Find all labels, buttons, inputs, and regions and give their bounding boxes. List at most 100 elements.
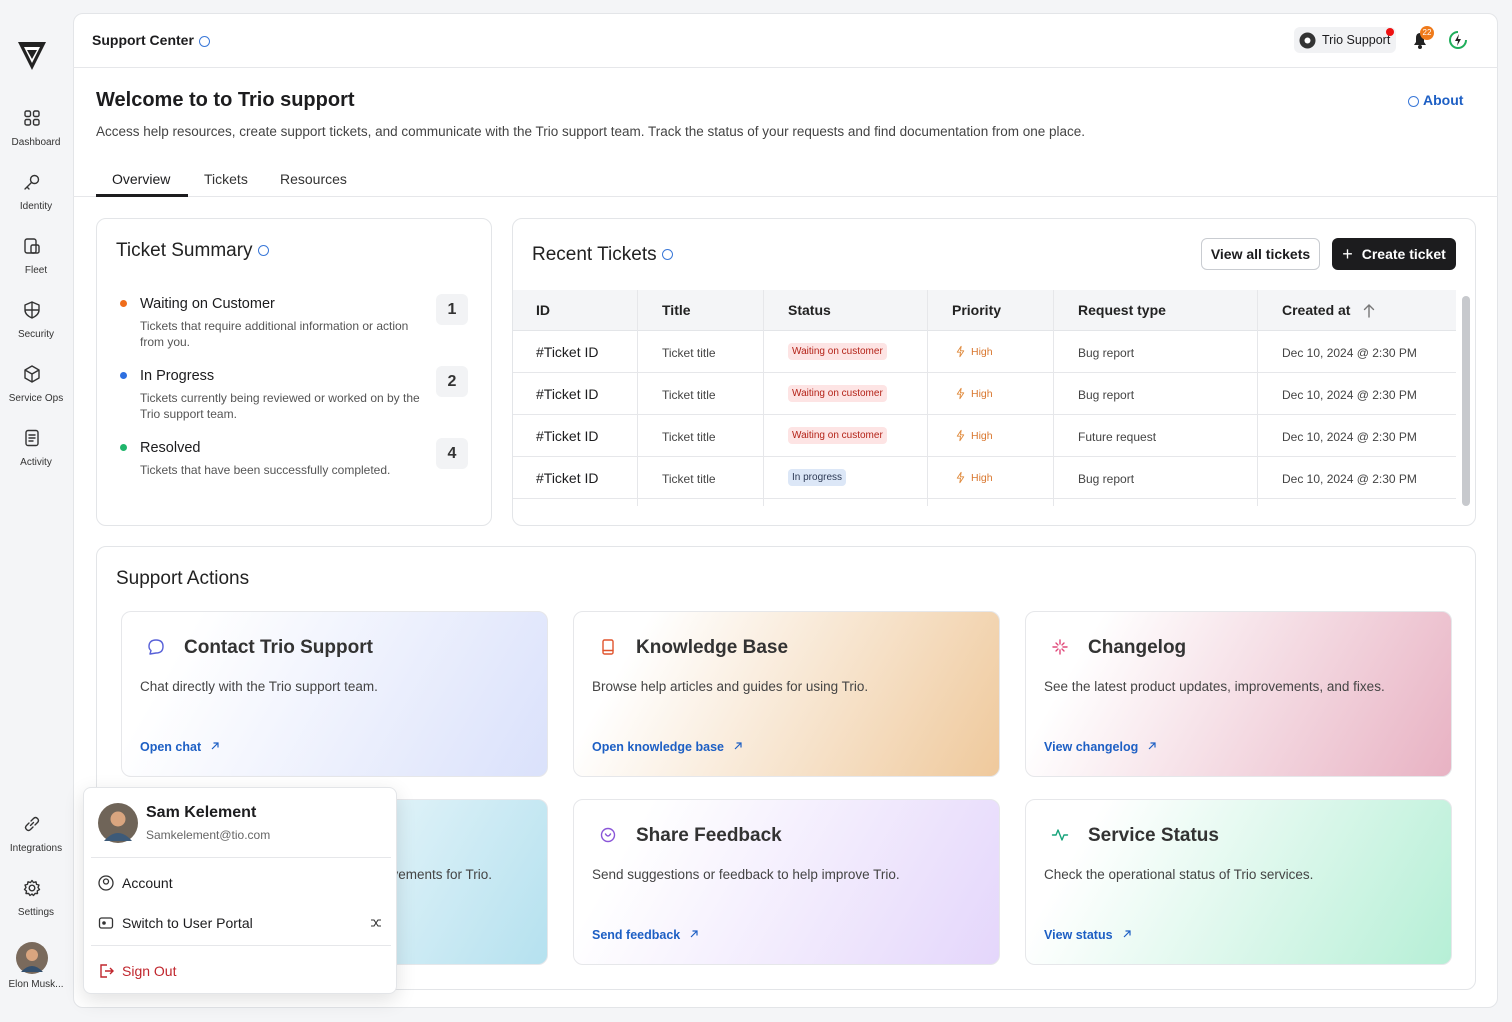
user-menu: Sam Kelement Samkelement@tio.com Account… xyxy=(83,787,397,994)
create-ticket-button[interactable]: + Create ticket xyxy=(1332,238,1456,270)
divider xyxy=(73,196,1498,197)
tab[interactable]: Resources xyxy=(280,171,347,187)
card-description: Chat directly with the Trio support team… xyxy=(140,679,378,694)
tickets-title: Recent Tickets xyxy=(532,244,673,266)
card-icon xyxy=(592,819,624,851)
action-card[interactable]: Knowledge Base Browse help articles and g… xyxy=(573,611,1000,777)
ticket-title: Ticket title xyxy=(662,388,716,402)
nav-icon xyxy=(22,878,42,903)
column-header[interactable]: Request type xyxy=(1078,302,1166,318)
activity-icon[interactable] xyxy=(1448,30,1468,50)
about-link[interactable]: About xyxy=(1408,92,1463,108)
avatar[interactable] xyxy=(16,942,48,974)
card-description: Check the operational status of Trio ser… xyxy=(1044,867,1314,882)
summary-label: Waiting on Customer xyxy=(140,296,275,312)
column-header[interactable]: Title xyxy=(662,302,691,318)
created-at: Dec 10, 2024 @ 2:30 PM xyxy=(1282,346,1417,360)
nav-icon xyxy=(22,814,42,839)
status-dot xyxy=(1386,28,1394,36)
card-link[interactable]: View changelog xyxy=(1044,740,1157,754)
info-icon[interactable] xyxy=(198,35,210,47)
status-dot xyxy=(120,444,127,451)
priority-icon xyxy=(954,429,967,445)
org-name: Trio Support xyxy=(1322,33,1391,47)
ticket-title: Ticket title xyxy=(662,430,716,444)
priority: High xyxy=(971,346,993,358)
menu-item[interactable]: Switch to User Portal xyxy=(122,915,253,931)
nav-icon xyxy=(22,428,42,453)
shuffle-icon xyxy=(371,919,381,927)
nav-item[interactable]: Service Ops xyxy=(8,393,64,404)
scrollbar[interactable] xyxy=(1462,296,1470,506)
org-icon xyxy=(1299,32,1316,49)
header-title: Support Center xyxy=(92,32,210,48)
card-link[interactable]: Open knowledge base xyxy=(592,740,743,754)
created-at: Dec 10, 2024 @ 2:30 PM xyxy=(1282,388,1417,402)
column-header[interactable]: Status xyxy=(788,302,831,318)
card-link-text: Send feedback xyxy=(592,928,681,942)
card-link[interactable]: Open chat xyxy=(140,740,220,754)
request-type: Future request xyxy=(1078,430,1157,444)
nav-item[interactable]: Fleet xyxy=(24,265,48,276)
org-switcher[interactable]: Trio Support xyxy=(1294,27,1396,53)
divider xyxy=(91,945,391,946)
ticket-id[interactable]: #Ticket ID xyxy=(536,428,599,444)
summary-description: Tickets that have been successfully comp… xyxy=(140,463,391,477)
card-title: Share Feedback xyxy=(636,825,782,846)
card-title: Service Status xyxy=(1088,825,1219,846)
view-all-button[interactable]: View all tickets xyxy=(1201,238,1320,270)
nav-item[interactable]: Settings xyxy=(17,907,55,918)
summary-count: 4 xyxy=(436,438,468,469)
nav-item[interactable]: Security xyxy=(17,329,55,340)
tab[interactable]: Tickets xyxy=(204,171,248,187)
summary-title: Ticket Summary xyxy=(116,240,269,262)
action-card[interactable]: Contact Trio Support Chat directly with t… xyxy=(121,611,548,777)
sign-out-icon xyxy=(100,964,114,978)
action-card[interactable]: Share Feedback Send suggestions or feedba… xyxy=(573,799,1000,965)
column-header[interactable]: Priority xyxy=(952,302,1002,318)
card-link-text: View status xyxy=(1044,928,1113,942)
menu-item[interactable]: Account xyxy=(122,875,173,891)
priority: High xyxy=(971,388,993,400)
table-header xyxy=(513,290,1456,331)
row-divider xyxy=(513,498,1456,499)
action-card[interactable]: Service Status Check the operational stat… xyxy=(1025,799,1452,965)
card-link-text: Open knowledge base xyxy=(592,740,724,754)
account-icon xyxy=(98,875,114,891)
card-link[interactable]: View status xyxy=(1044,928,1132,942)
column-divider xyxy=(1053,290,1054,506)
portal-icon xyxy=(98,917,114,929)
user-email: Samkelement@tio.com xyxy=(146,828,271,842)
sign-out[interactable]: Sign Out xyxy=(122,963,177,979)
nav-item[interactable]: Dashboard xyxy=(11,137,61,148)
created-at: Dec 10, 2024 @ 2:30 PM xyxy=(1282,430,1417,444)
card-link-text: View changelog xyxy=(1044,740,1139,754)
sidebar-user[interactable]: Elon Musk... xyxy=(8,979,64,990)
ticket-id[interactable]: #Ticket ID xyxy=(536,386,599,402)
nav-item[interactable]: Identity xyxy=(19,201,53,212)
ticket-id[interactable]: #Ticket ID xyxy=(536,344,599,360)
status-dot xyxy=(120,300,127,307)
summary-panel xyxy=(96,218,492,526)
card-title: Knowledge Base xyxy=(636,637,789,658)
page-description: Access help resources, create support ti… xyxy=(96,124,1086,139)
logo[interactable] xyxy=(16,38,48,72)
tab-active[interactable]: Overview xyxy=(112,171,171,187)
card-link[interactable]: Send feedback xyxy=(592,928,699,942)
action-card[interactable]: Changelog See the latest product updates,… xyxy=(1025,611,1452,777)
request-type: Bug report xyxy=(1078,346,1135,360)
summary-count: 2 xyxy=(436,366,468,397)
card-description: Browse help articles and guides for usin… xyxy=(592,679,869,694)
actions-title: Support Actions xyxy=(116,568,250,589)
nav-item[interactable]: Activity xyxy=(20,457,52,468)
column-divider xyxy=(927,290,928,506)
request-type: Bug report xyxy=(1078,388,1135,402)
priority: High xyxy=(971,472,993,484)
nav-item[interactable]: Integrations xyxy=(9,843,63,854)
ticket-id[interactable]: #Ticket ID xyxy=(536,470,599,486)
column-header[interactable]: ID xyxy=(536,302,550,318)
card-title: Contact Trio Support xyxy=(184,637,373,658)
priority-icon xyxy=(954,345,967,361)
column-header[interactable]: Created at xyxy=(1282,302,1351,318)
